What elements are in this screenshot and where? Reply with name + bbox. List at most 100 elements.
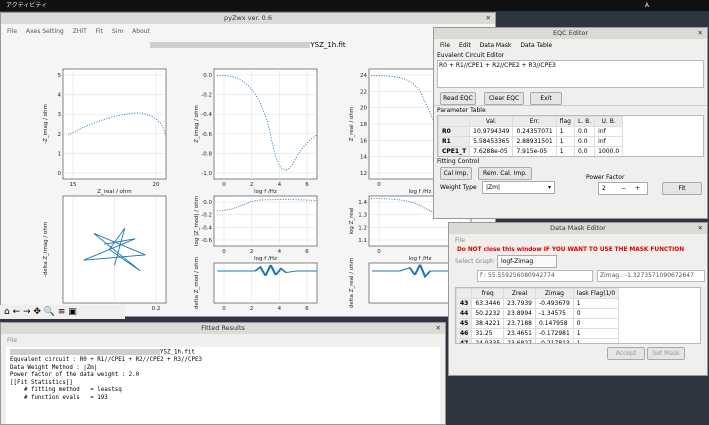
table-cell[interactable]: 0.0 [573,146,596,156]
data-curve [216,199,318,212]
rem-cal-imp-button[interactable]: Rem. Cal. Imp. [478,167,532,180]
y-tick-label: -0.6 [201,132,212,138]
y-tick-label: 0 [58,171,62,177]
table-cell[interactable]: 0.0 [573,126,596,137]
table-cell[interactable]: 2.88931501 [512,136,557,147]
table-cell[interactable]: 7.915e-05 [512,146,557,156]
table-cell[interactable]: 0.24357071 [512,126,557,137]
menu-item[interactable]: About [132,28,150,35]
table-cell[interactable]: 0.147958 [534,318,574,329]
table-cell[interactable]: 47 [456,338,473,343]
f-field[interactable]: f : 55.559256080942774 [477,270,593,282]
table-cell[interactable]: 46 [456,328,473,339]
close-button[interactable]: ✕ [485,14,491,22]
button[interactable]: Set Mask [647,347,685,360]
weight-select[interactable]: |Zm| ▾ [482,181,555,194]
table-cell[interactable]: 50.2232 [471,308,505,319]
menu-item[interactable]: File [455,237,466,244]
x-axis-label: log f /Hz [254,189,277,195]
menu-item[interactable]: File [440,42,451,49]
table-cell[interactable]: 45 [456,318,473,329]
data-curve [83,227,146,272]
minus-button[interactable]: − [621,185,627,192]
x-tick-label: 4 [278,182,282,188]
button[interactable]: Accept [607,347,645,360]
zimag-field[interactable]: Zimag : -1.3273571090672647 [597,270,705,282]
power-input[interactable]: 2 − + [598,182,648,195]
table-cell[interactable]: 1 [572,328,620,339]
table-cell[interactable]: 31.25 [471,328,505,339]
y-tick-label: 5 [58,73,62,79]
y-axis-label: -delta Z_imag / ohm [43,222,49,278]
subplot: -0.20.00.2-delta Z_imag / ohm [43,195,167,312]
y-tick-label: -1.0 [201,171,212,177]
table-cell[interactable]: inf [594,126,624,137]
button[interactable]: Exit [530,92,562,105]
circuit-input[interactable]: R0 + R1//CPE1 + R2//CPE2 + R3//CPE3 [437,60,704,88]
table-row: R1 5.58453365 2.88931501 1 0.0 inf [438,136,624,147]
y-tick-label: 3 [58,112,62,118]
menu-item[interactable]: Edit [459,42,471,49]
menu-item[interactable]: Axes Setting [26,28,64,35]
button[interactable]: Clear EQC [484,92,524,105]
close-button[interactable]: ✕ [697,224,703,232]
y-tick-label: -0.2 [201,93,212,99]
x-tick-label: 2 [250,182,254,188]
fit-button[interactable]: Fit [662,182,702,195]
menu-item[interactable]: Sim [111,28,124,35]
table-cell[interactable]: 1000.0 [594,146,624,156]
table-cell[interactable]: 0.0 [573,136,596,147]
table-cell[interactable]: 1 [555,146,575,156]
close-button[interactable]: ✕ [697,29,703,37]
table-cell[interactable]: 63.3446 [471,298,505,309]
table-cell[interactable]: 23.8994 [503,308,536,319]
table-cell[interactable]: -0.172981 [534,328,574,339]
plus-button[interactable]: + [635,185,641,192]
graph-select[interactable]: logf-Zimag [497,255,557,268]
y-tick-label: 4 [58,93,62,99]
menu-item[interactable]: Data Table [520,42,553,49]
table-cell[interactable]: CPE1_T [438,146,471,156]
menu-item[interactable]: Data Mask [479,42,512,49]
menu-item[interactable]: File [7,28,18,35]
table-cell[interactable]: 0 [572,318,620,329]
header-cell [438,116,471,127]
table-row: R0 10.9794349 0.24357071 1 0.0 inf [438,126,624,137]
table-cell[interactable]: 44 [456,308,473,319]
cal-imp-button[interactable]: Cal Imp. [440,167,472,180]
menu-bar: File Edit Data Mask Data Table [434,39,707,52]
table-cell[interactable]: -1.34575 [534,308,574,319]
close-button[interactable]: ✕ [435,324,441,332]
home-icon[interactable]: ⌂ [4,307,10,317]
table-cell[interactable]: 1 [555,126,575,137]
table-cell[interactable]: 23.7939 [503,298,536,309]
menu-item[interactable]: Fit [95,28,103,35]
table-cell[interactable]: R0 [438,126,471,137]
table-cell[interactable]: 10.9794349 [469,126,514,137]
header-cell: Zreal [503,288,536,299]
user-indicator[interactable]: A [644,2,649,9]
weight-value: |Zm| [486,184,500,191]
table-cell[interactable]: 7.6288e-05 [469,146,514,156]
table-cell[interactable]: 23.7188 [503,318,536,329]
table-cell[interactable]: 0 [572,308,620,319]
window-title: Fitted Results [201,324,245,332]
axes-frame [213,262,318,304]
table-cell[interactable]: 43 [456,298,473,309]
table-cell[interactable]: -0.493679 [534,298,574,309]
table-cell[interactable]: R1 [438,136,471,147]
activities[interactable]: アクティビティ [6,2,47,9]
menu-item[interactable]: File [7,337,18,344]
button[interactable]: Read EQC [440,92,476,105]
result-line: Power factor of the data weight : 2.0 [10,372,140,378]
table-cell[interactable]: 1 [572,298,620,309]
menu-item[interactable]: ZHIT [72,28,87,35]
mask-table: freq Zreal Zimag lask Flag(1/0 43 63.3446 23.7… [456,288,620,343]
section-label: Fitting Control [437,158,480,165]
table-cell[interactable]: 1 [572,338,620,343]
table-cell[interactable]: inf [594,136,624,147]
table-cell[interactable]: 1 [555,136,575,147]
table-cell[interactable]: 5.58453365 [469,136,514,147]
table-cell[interactable]: 23.4651 [503,328,536,339]
table-cell[interactable]: 38.4221 [471,318,505,329]
